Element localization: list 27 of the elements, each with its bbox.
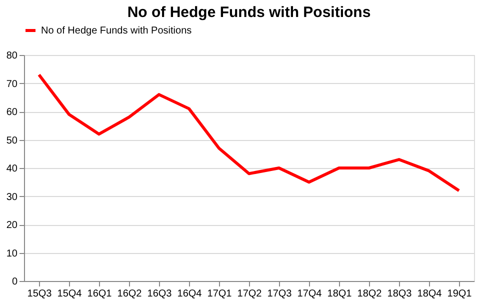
chart-title: No of Hedge Funds with Positions <box>127 4 371 21</box>
y-tick-label: 10 <box>6 248 18 260</box>
x-tick-label: 19Q1 <box>447 288 472 300</box>
y-tick-label: 50 <box>6 135 18 146</box>
x-tick-label: 15Q4 <box>57 288 82 300</box>
y-tick-label: 70 <box>6 78 18 90</box>
legend-label: No of Hedge Funds with Positions <box>41 26 192 36</box>
x-tick-label: 17Q1 <box>207 288 232 300</box>
x-tick-label: 17Q2 <box>237 288 262 300</box>
x-tick-label: 17Q4 <box>297 288 322 300</box>
x-tick-label: 17Q3 <box>267 288 292 300</box>
line-series <box>38 73 460 192</box>
y-tick-label: 40 <box>6 164 18 174</box>
x-tick-label: 16Q1 <box>87 288 112 300</box>
x-tick-label: 18Q1 <box>327 288 352 300</box>
x-tick-label: 18Q3 <box>387 288 412 300</box>
x-tick-label: 18Q2 <box>357 288 382 300</box>
y-tick-label: 20 <box>6 220 18 231</box>
y-tick-label: 80 <box>6 50 18 62</box>
x-tick-label: 16Q2 <box>117 288 142 300</box>
y-tick-label: 0 <box>12 276 18 288</box>
x-tick-label: 16Q4 <box>177 288 202 300</box>
x-tick-label: 15Q3 <box>27 288 52 300</box>
y-tick-label: 30 <box>6 192 18 203</box>
y-tick-label: 60 <box>6 107 18 118</box>
x-tick-label: 18Q4 <box>417 288 442 300</box>
x-tick-label: 16Q3 <box>147 288 172 300</box>
